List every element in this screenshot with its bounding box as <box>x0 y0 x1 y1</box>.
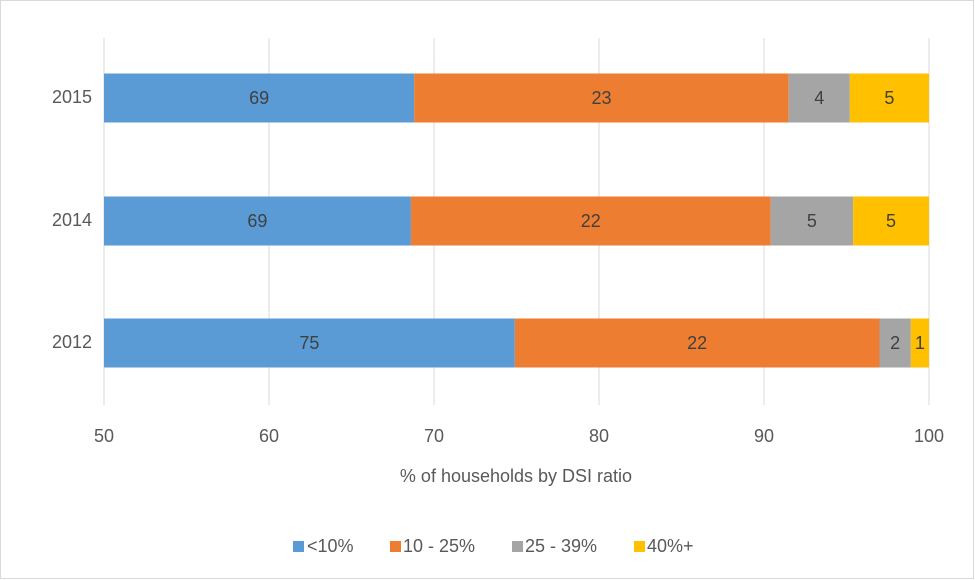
x-axis-title: % of households by DSI ratio <box>400 466 632 486</box>
x-tick-label: 50 <box>94 426 114 446</box>
bar-segment <box>879 318 911 368</box>
bar-segment <box>104 318 515 368</box>
data-label: 4 <box>814 88 824 108</box>
legend-label: <10% <box>307 536 354 556</box>
bar-segment <box>410 196 771 246</box>
bar-segment <box>104 73 415 123</box>
bar-segment <box>414 73 789 123</box>
legend-swatch <box>634 541 645 552</box>
x-tick-label: 90 <box>754 426 774 446</box>
y-tick-label: 2015 <box>52 87 92 107</box>
data-label: 5 <box>886 211 896 231</box>
y-tick-label: 2014 <box>52 210 92 230</box>
data-label: 75 <box>299 333 319 353</box>
bar-segment <box>514 318 880 368</box>
data-label: 69 <box>249 88 269 108</box>
data-label: 5 <box>807 211 817 231</box>
data-label: 69 <box>247 211 267 231</box>
data-label: 1 <box>915 333 925 353</box>
legend-label: 10 - 25% <box>403 536 475 556</box>
data-label: 22 <box>581 211 601 231</box>
x-tick-label: 60 <box>259 426 279 446</box>
bar-segment <box>788 73 850 123</box>
y-tick-label: 2012 <box>52 332 92 352</box>
bar-segment <box>849 73 929 123</box>
legend-label: 25 - 39% <box>525 536 597 556</box>
bar-segment <box>104 196 411 246</box>
legend-swatch <box>390 541 401 552</box>
data-label: 22 <box>687 333 707 353</box>
x-tick-label: 70 <box>424 426 444 446</box>
bar-segment <box>853 196 929 246</box>
x-tick-label: 100 <box>914 426 944 446</box>
x-tick-label: 80 <box>589 426 609 446</box>
bar-segment <box>910 318 929 368</box>
bar-segment <box>770 196 854 246</box>
legend-swatch <box>293 541 304 552</box>
data-label: 23 <box>591 88 611 108</box>
legend-label: 40%+ <box>647 536 694 556</box>
data-label: 5 <box>884 88 894 108</box>
data-label: 2 <box>890 333 900 353</box>
legend-swatch <box>512 541 523 552</box>
